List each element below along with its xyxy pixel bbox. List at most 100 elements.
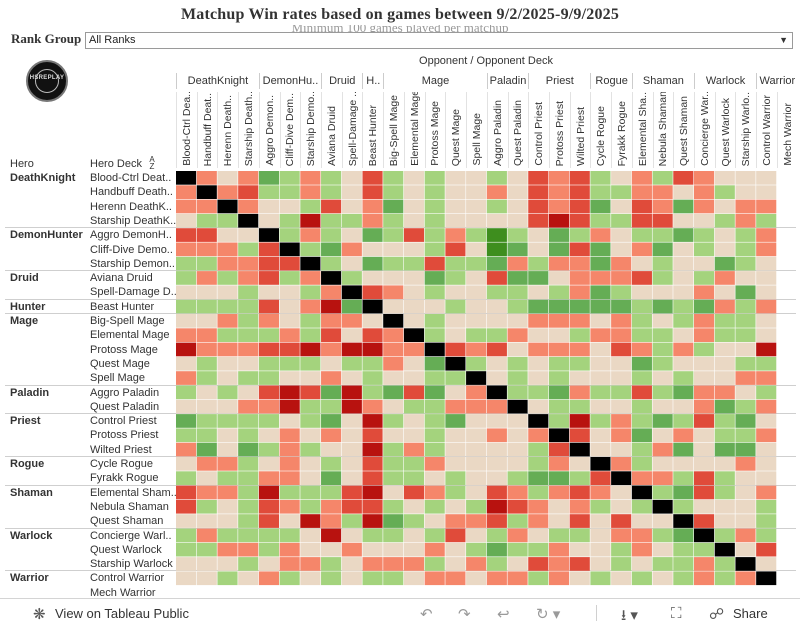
heatmap-cell[interactable] <box>445 442 466 457</box>
heatmap-cell[interactable] <box>611 342 632 357</box>
heatmap-cell[interactable] <box>673 399 694 414</box>
heatmap-cell[interactable] <box>486 328 507 342</box>
heatmap-cell[interactable] <box>300 213 321 228</box>
heatmap-cell[interactable] <box>466 514 487 528</box>
heatmap-cell[interactable] <box>445 371 466 385</box>
heatmap-cell[interactable] <box>466 185 487 199</box>
heatmap-cell[interactable] <box>569 342 590 357</box>
heatmap-cell[interactable] <box>445 528 466 543</box>
heatmap-cell[interactable] <box>673 571 694 586</box>
heatmap-cell[interactable] <box>362 285 383 300</box>
heatmap-cell[interactable] <box>569 499 590 514</box>
heatmap-cell[interactable] <box>445 185 466 199</box>
heatmap-cell[interactable] <box>611 228 632 242</box>
heatmap-cell[interactable] <box>694 185 715 199</box>
heatmap-cell[interactable] <box>652 285 673 300</box>
heatmap-cell[interactable] <box>631 571 652 586</box>
heatmap-cell[interactable] <box>321 442 342 457</box>
heatmap-cell[interactable] <box>176 199 197 214</box>
heatmap-cell[interactable] <box>486 485 507 500</box>
mirror-cell[interactable] <box>176 171 197 185</box>
heatmap-cell[interactable] <box>611 414 632 428</box>
heatmap-cell[interactable] <box>548 571 570 586</box>
heatmap-cell[interactable] <box>424 242 445 257</box>
heatmap-cell[interactable] <box>279 514 300 528</box>
heatmap-cell[interactable] <box>548 414 570 428</box>
heatmap-cell[interactable] <box>528 514 549 528</box>
mirror-cell[interactable] <box>631 485 652 500</box>
heatmap-cell[interactable] <box>466 542 487 557</box>
heatmap-cell[interactable] <box>611 199 632 214</box>
heatmap-cell[interactable] <box>300 528 321 543</box>
heatmap-cell[interactable] <box>196 356 217 371</box>
mirror-cell[interactable] <box>196 185 217 199</box>
heatmap-cell[interactable] <box>341 514 362 528</box>
heatmap-cell[interactable] <box>694 457 715 471</box>
heatmap-cell[interactable] <box>590 385 611 400</box>
heatmap-cell[interactable] <box>341 342 362 357</box>
heatmap-cell[interactable] <box>756 199 777 214</box>
heatmap-cell[interactable] <box>362 228 383 242</box>
heatmap-cell[interactable] <box>611 457 632 471</box>
heatmap-cell[interactable] <box>176 471 197 485</box>
heatmap-cell[interactable] <box>258 428 279 443</box>
heatmap-cell[interactable] <box>321 457 342 471</box>
heatmap-cell[interactable] <box>196 256 217 271</box>
heatmap-cell[interactable] <box>424 428 445 443</box>
heatmap-cell[interactable] <box>694 485 715 500</box>
heatmap-cell[interactable] <box>528 342 549 357</box>
heatmap-cell[interactable] <box>631 528 652 543</box>
heatmap-cell[interactable] <box>424 471 445 485</box>
heatmap-cell[interactable] <box>445 328 466 342</box>
heatmap-cell[interactable] <box>507 171 528 185</box>
mirror-cell[interactable] <box>383 314 404 328</box>
heatmap-cell[interactable] <box>176 228 197 242</box>
heatmap-cell[interactable] <box>217 171 238 185</box>
heatmap-cell[interactable] <box>548 228 570 242</box>
heatmap-cell[interactable] <box>383 499 404 514</box>
heatmap-cell[interactable] <box>217 399 238 414</box>
heatmap-cell[interactable] <box>735 457 756 471</box>
heatmap-cell[interactable] <box>694 514 715 528</box>
heatmap-cell[interactable] <box>652 185 673 199</box>
heatmap-cell[interactable] <box>238 428 259 443</box>
heatmap-cell[interactable] <box>507 528 528 543</box>
heatmap-cell[interactable] <box>217 499 238 514</box>
heatmap-cell[interactable] <box>258 299 279 314</box>
heatmap-cell[interactable] <box>196 528 217 543</box>
heatmap-cell[interactable] <box>569 171 590 185</box>
heatmap-cell[interactable] <box>466 199 487 214</box>
heatmap-cell[interactable] <box>507 271 528 285</box>
heatmap-cell[interactable] <box>176 414 197 428</box>
heatmap-cell[interactable] <box>631 271 652 285</box>
heatmap-cell[interactable] <box>694 414 715 428</box>
heatmap-cell[interactable] <box>673 271 694 285</box>
heatmap-cell[interactable] <box>631 256 652 271</box>
heatmap-cell[interactable] <box>714 171 735 185</box>
heatmap-cell[interactable] <box>528 485 549 500</box>
heatmap-cell[interactable] <box>528 256 549 271</box>
heatmap-cell[interactable] <box>424 371 445 385</box>
heatmap-cell[interactable] <box>611 256 632 271</box>
heatmap-cell[interactable] <box>507 242 528 257</box>
heatmap-cell[interactable] <box>321 185 342 199</box>
heatmap-cell[interactable] <box>673 371 694 385</box>
heatmap-cell[interactable] <box>424 213 445 228</box>
heatmap-cell[interactable] <box>383 528 404 543</box>
heatmap-cell[interactable] <box>403 571 425 586</box>
mirror-cell[interactable] <box>590 457 611 471</box>
heatmap-cell[interactable] <box>403 242 425 257</box>
heatmap-cell[interactable] <box>735 571 756 586</box>
heatmap-cell[interactable] <box>590 371 611 385</box>
heatmap-cell[interactable] <box>548 271 570 285</box>
heatmap-cell[interactable] <box>279 271 300 285</box>
heatmap-cell[interactable] <box>611 271 632 285</box>
heatmap-cell[interactable] <box>486 256 507 271</box>
heatmap-cell[interactable] <box>300 485 321 500</box>
heatmap-cell[interactable] <box>569 213 590 228</box>
heatmap-cell[interactable] <box>673 528 694 543</box>
heatmap-cell[interactable] <box>673 199 694 214</box>
heatmap-cell[interactable] <box>176 442 197 457</box>
heatmap-cell[interactable] <box>341 571 362 586</box>
